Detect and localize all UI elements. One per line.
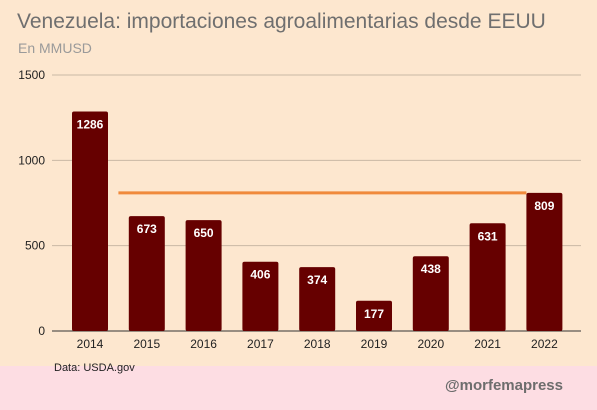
chart-subtitle: En MMUSD <box>18 40 92 56</box>
y-tick-label: 500 <box>25 239 45 253</box>
value-label-2020: 438 <box>421 262 441 276</box>
x-tick-label: 2015 <box>133 337 160 351</box>
bar-2022 <box>526 192 563 331</box>
x-tick-label: 2018 <box>304 337 331 351</box>
bar-2014 <box>72 111 108 331</box>
value-label-2016: 650 <box>194 226 214 240</box>
value-label-2019: 177 <box>364 307 384 321</box>
x-tick-label: 2016 <box>190 337 217 351</box>
value-label-2014: 1286 <box>77 118 104 132</box>
x-tick-label: 2017 <box>247 337 274 351</box>
value-label-2022: 809 <box>534 199 554 213</box>
brand-handle: @morfemapress <box>444 377 563 394</box>
x-tick-label: 2022 <box>531 337 558 351</box>
x-tick-label: 2019 <box>361 337 388 351</box>
source-note: Data: USDA.gov <box>54 362 135 374</box>
value-label-2018: 374 <box>307 273 327 287</box>
y-tick-label: 0 <box>38 324 45 338</box>
footer-band <box>0 366 597 410</box>
x-tick-label: 2021 <box>474 337 501 351</box>
y-axis: 0 500 1000 1500 <box>18 68 45 338</box>
y-tick-label: 1500 <box>18 68 45 82</box>
bar-2019 <box>356 300 392 331</box>
bar-2017 <box>242 261 279 331</box>
bar-2020 <box>412 256 449 331</box>
value-label-2015: 673 <box>137 222 157 236</box>
y-tick-label: 1000 <box>18 153 45 167</box>
bar-2021 <box>469 223 506 331</box>
bar-2016 <box>185 220 222 331</box>
x-axis: 2014 2015 2016 2017 2018 2019 2020 2021 2022 <box>77 337 558 351</box>
x-tick-label: 2020 <box>417 337 444 351</box>
value-label-2017: 406 <box>250 268 270 282</box>
value-label-2021: 631 <box>478 229 498 243</box>
x-tick-label: 2014 <box>77 337 104 351</box>
chart-title: Venezuela: importaciones agroalimentaria… <box>17 10 546 33</box>
bar-2018 <box>299 267 336 331</box>
bars <box>72 111 563 331</box>
bar-2015 <box>128 216 165 331</box>
bar-value-labels: 1286 673 650 406 374 177 438 631 809 <box>77 118 555 321</box>
bar-chart: 0 500 1000 1500 1286 673 650 406 374 177 438 631 80… <box>18 68 581 351</box>
